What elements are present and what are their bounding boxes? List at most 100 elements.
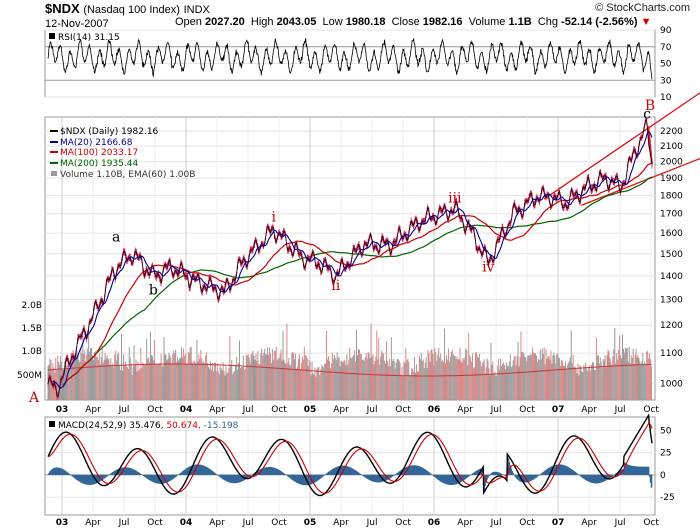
legends: RSI(14) 31.15 $NDX (Daily) 1982.16MA(20) … [49, 33, 239, 431]
rsi-series [47, 38, 653, 80]
rsi-legend-swatch [49, 33, 55, 39]
price-tick-label: 2100 [660, 142, 683, 152]
ma20-line [52, 131, 653, 389]
x-tick-label: Jul [614, 518, 626, 528]
index-name: (Nasdaq 100 Index) [83, 4, 180, 16]
volume-value: 1.1B [508, 16, 532, 28]
wave-label: c [643, 106, 651, 122]
ma100-line [62, 162, 653, 386]
x-tick-label: 05 [304, 405, 317, 415]
price-series [47, 117, 653, 400]
rsi-tick-label: 70 [660, 43, 672, 53]
x-tick-label: 05 [304, 518, 317, 528]
x-tick-label: Oct [271, 405, 287, 415]
symbol-title: $NDX (Nasdaq 100 Index) INDX [45, 1, 210, 16]
x-tick-label: Apr [333, 518, 349, 528]
macd-tick-label: 0 [660, 471, 666, 481]
lower-trendline [581, 157, 700, 206]
wave-label: b [149, 283, 158, 299]
x-tick-label: 07 [552, 518, 565, 528]
x-tick-label: Jul [242, 405, 254, 415]
x-tick-label: Oct [395, 518, 411, 528]
x-tick-label: Jul [242, 518, 254, 528]
ma200-line [66, 176, 653, 381]
volume-tick-label: 1.5B [22, 324, 43, 334]
x-tick-label: 04 [180, 405, 193, 415]
high-value: 2043.05 [276, 16, 317, 28]
open-value: 2027.20 [204, 16, 245, 28]
open-label: Open [175, 16, 202, 28]
low-value: 1980.18 [345, 16, 386, 28]
wave-label: iv [482, 259, 494, 275]
volume-ema-line [47, 363, 652, 377]
x-tick-label: Apr [581, 518, 597, 528]
chart-date: 12-Nov-2007 [45, 18, 109, 30]
price-tick-label: 1400 [660, 272, 683, 282]
exchange: INDX [183, 4, 210, 16]
axis-ticks: 1000 1100 1200 1300 1400 1500 1600 1700 1800 1900… [17, 26, 683, 528]
volume-legend-swatch [51, 171, 57, 176]
macd-tick-label: -25 [660, 493, 675, 503]
series-legend: MA(20) 2166.68 [60, 138, 133, 148]
x-tick-label: Jul [614, 405, 626, 415]
macd-line [47, 413, 653, 497]
volume-tick-label: 1.0B [22, 347, 43, 357]
x-tick-label: Apr [581, 405, 597, 415]
x-tick-label: 04 [180, 518, 193, 528]
macd-tick-label: 50 [660, 426, 672, 436]
wave-label: i [271, 209, 276, 225]
x-tick-label: Apr [457, 518, 473, 528]
price-tick-label: 1700 [660, 210, 683, 220]
x-tick-label: Jul [118, 518, 130, 528]
x-tick-label: 06 [428, 518, 441, 528]
close-line [47, 119, 653, 397]
macd-tick-label: 25 [660, 449, 671, 459]
macd-legend-swatch [49, 421, 55, 427]
x-tick-label: Apr [457, 405, 473, 415]
rsi-tick-label: 90 [660, 26, 672, 36]
series-legend: $NDX (Daily) 1982.16 [60, 127, 159, 137]
macd-legend: MACD(24,52,9) 35.476, 50.674, -15.198 [58, 421, 239, 431]
x-tick-label: Apr [209, 518, 225, 528]
x-tick-label: Apr [209, 405, 225, 415]
rsi-tick-label: 50 [660, 60, 672, 70]
x-tick-label: Oct [519, 518, 535, 528]
macd-series [47, 413, 653, 497]
price-tick-label: 1600 [660, 229, 683, 239]
x-tick-label: Jul [366, 518, 378, 528]
price-tick-label: 1500 [660, 250, 683, 260]
quote-line: Open 2027.20 High 2043.05 Low 1980.18 Cl… [175, 16, 651, 28]
signal-line [47, 422, 653, 494]
close-label: Close [391, 16, 420, 28]
volume-legend: Volume 1.10B, EMA(60) 1.00B [60, 170, 195, 180]
x-tick-label: 03 [56, 518, 69, 528]
x-tick-label: Apr [85, 518, 101, 528]
wave-label: a [112, 229, 120, 245]
volume-tick-label: 2.0B [22, 301, 43, 311]
x-tick-label: Oct [519, 405, 535, 415]
wave-label: B [645, 98, 655, 114]
x-tick-label: 03 [56, 405, 69, 415]
x-tick-label: Jul [490, 405, 502, 415]
volume-tick-label: 500M [17, 371, 42, 381]
series-legend: MA(100) 2033.17 [60, 148, 138, 158]
chg-value: -52.14 (-2.56%) [561, 16, 638, 28]
rsi-tick-label: 30 [660, 76, 672, 86]
macd-legend-histogram: -15.198 [204, 421, 239, 431]
low-label: Low [322, 16, 343, 28]
price-tick-label: 1800 [660, 191, 683, 201]
x-tick-label: Apr [333, 405, 349, 415]
price-tick-label: 1900 [660, 174, 683, 184]
chg-label: Chg [537, 16, 558, 28]
x-tick-label: Jul [366, 405, 378, 415]
x-tick-label: Oct [643, 405, 659, 415]
wave-label: ii [331, 278, 340, 294]
x-tick-label: 07 [552, 405, 565, 415]
volume-label: Volume [468, 16, 506, 28]
price-tick-label: 1300 [660, 296, 683, 306]
close-value: 1982.16 [422, 16, 463, 28]
x-tick-label: Jul [118, 405, 130, 415]
rsi-tick-label: 10 [660, 93, 672, 103]
